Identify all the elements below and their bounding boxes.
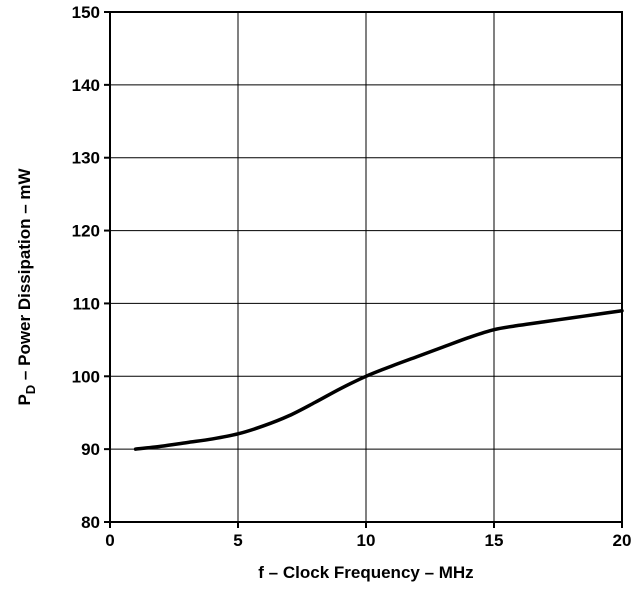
series-line-0 — [133, 308, 624, 451]
x-tick-label: 15 — [485, 531, 504, 550]
y-tick-label: 80 — [81, 513, 100, 532]
x-tick-label: 0 — [105, 531, 114, 550]
x-axis-label: f – Clock Frequency – MHz — [258, 563, 473, 582]
x-tick-label: 5 — [233, 531, 242, 550]
y-tick-label: 90 — [81, 440, 100, 459]
y-tick-label: 130 — [72, 149, 100, 168]
y-axis-label-suffix: – Power Dissipation – mW — [15, 168, 34, 385]
y-axis-label: PD – Power Dissipation – mW — [15, 168, 38, 406]
grid — [110, 12, 622, 522]
y-tick-label: 100 — [72, 367, 100, 386]
tick-marks — [104, 11, 623, 528]
y-tick-label: 110 — [73, 294, 100, 313]
series-layer — [133, 308, 624, 451]
y-tick-label: 150 — [72, 3, 100, 22]
y-tick-label: 140 — [72, 76, 100, 95]
x-tick-label: 10 — [357, 531, 376, 550]
x-tick-label: 20 — [613, 531, 632, 550]
y-axis-label-subscript: D — [23, 385, 38, 394]
tick-labels: 0 5 10 15 20 80 90 100 110 120 130 140 150 — [72, 3, 632, 550]
y-tick-label: 120 — [72, 222, 100, 241]
y-axis-label-prefix: P — [15, 394, 34, 405]
